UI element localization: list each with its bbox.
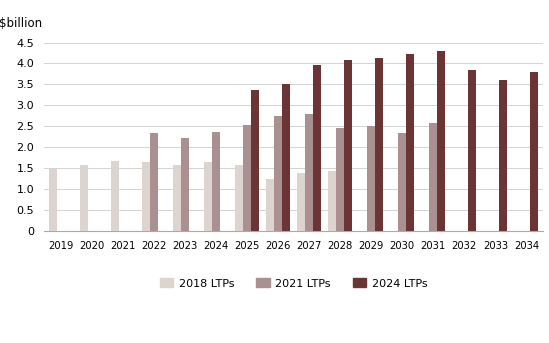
Bar	[328, 171, 336, 231]
Bar	[398, 133, 406, 231]
Bar	[266, 179, 274, 231]
Bar	[336, 128, 344, 231]
Bar	[468, 70, 477, 231]
Text: $billion: $billion	[0, 17, 42, 30]
Bar	[282, 84, 290, 231]
Bar	[49, 169, 57, 231]
Bar	[181, 138, 189, 231]
Bar	[344, 60, 352, 231]
Bar	[305, 114, 313, 231]
Bar	[251, 90, 259, 231]
Bar	[111, 161, 119, 231]
Bar	[376, 58, 383, 231]
Bar	[204, 162, 212, 231]
Bar	[530, 72, 539, 231]
Bar	[438, 51, 445, 231]
Bar	[313, 65, 321, 231]
Bar	[150, 133, 158, 231]
Bar	[297, 173, 305, 231]
Bar	[500, 80, 507, 231]
Bar	[173, 165, 181, 231]
Bar	[367, 126, 376, 231]
Bar	[429, 123, 438, 231]
Bar	[243, 126, 251, 231]
Bar	[80, 165, 88, 231]
Legend: 2018 LTPs, 2021 LTPs, 2024 LTPs: 2018 LTPs, 2021 LTPs, 2024 LTPs	[160, 279, 428, 288]
Bar	[212, 132, 220, 231]
Bar	[274, 116, 282, 231]
Bar	[142, 162, 150, 231]
Bar	[406, 54, 414, 231]
Bar	[235, 165, 243, 231]
